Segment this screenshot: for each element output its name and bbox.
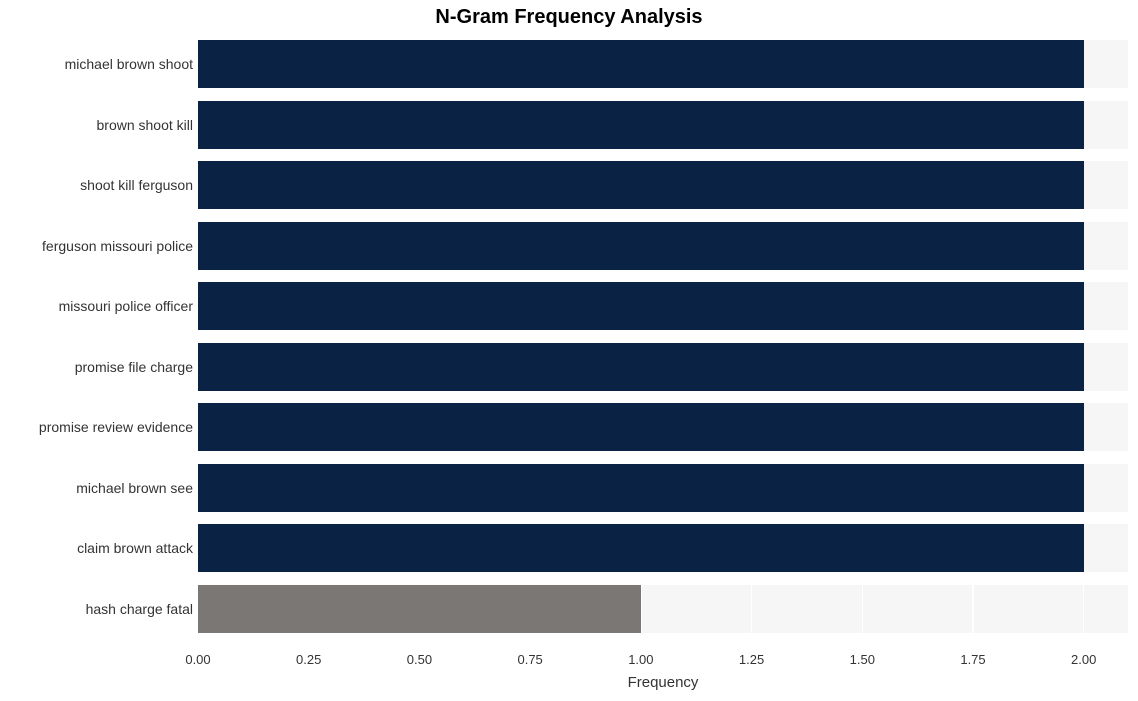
y-tick-label: michael brown shoot — [65, 56, 193, 72]
x-tick-label: 1.25 — [739, 652, 764, 667]
x-tick-label: 2.00 — [1071, 652, 1096, 667]
y-tick-label: claim brown attack — [77, 540, 193, 556]
x-axis-title: Frequency — [628, 674, 699, 691]
chart-title: N-Gram Frequency Analysis — [0, 6, 1138, 29]
y-tick-label: ferguson missouri police — [42, 238, 193, 254]
bar — [198, 282, 1084, 330]
y-tick-label: michael brown see — [76, 480, 193, 496]
bar — [198, 403, 1084, 451]
y-tick-label: shoot kill ferguson — [80, 177, 193, 193]
y-tick-label: brown shoot kill — [97, 117, 194, 133]
x-tick-label: 0.25 — [296, 652, 321, 667]
bar — [198, 222, 1084, 270]
y-tick-label: promise file charge — [75, 359, 193, 375]
x-tick-label: 1.00 — [628, 652, 653, 667]
y-tick-label: promise review evidence — [39, 419, 193, 435]
bar — [198, 40, 1084, 88]
x-tick-label: 1.50 — [850, 652, 875, 667]
y-tick-label: missouri police officer — [59, 298, 193, 314]
x-tick-label: 0.75 — [517, 652, 542, 667]
chart-container: N-Gram Frequency Analysis Frequency 0.00… — [0, 0, 1138, 701]
x-tick-label: 0.00 — [185, 652, 210, 667]
bar — [198, 585, 641, 633]
plot-area — [198, 34, 1128, 639]
bar — [198, 464, 1084, 512]
bar — [198, 161, 1084, 209]
x-tick-label: 0.50 — [407, 652, 432, 667]
bar — [198, 343, 1084, 391]
bar — [198, 101, 1084, 149]
bar — [198, 524, 1084, 572]
x-tick-label: 1.75 — [960, 652, 985, 667]
y-tick-label: hash charge fatal — [86, 601, 193, 617]
